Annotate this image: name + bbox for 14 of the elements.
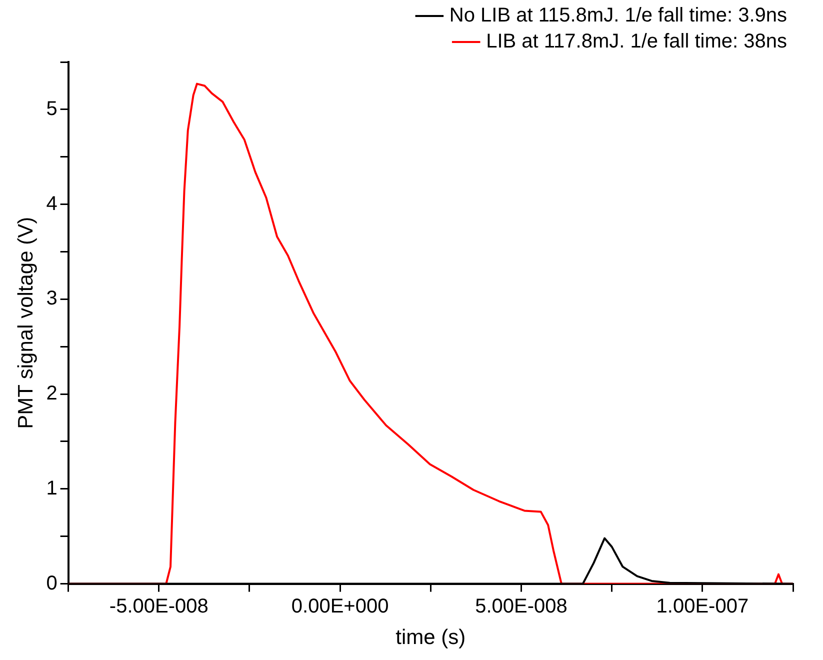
x-tick-label: 1.00E-007 [656,595,749,618]
y-tick-label: 0 [46,572,58,594]
y-tick-label: 5 [46,98,58,120]
y-tick-label: 2 [46,382,58,405]
x-tick-label: 0.00E+000 [291,595,389,618]
x-tick-label: 5.00E-008 [475,595,568,618]
y-tick-label: 4 [46,192,58,215]
x-tick-label: -5.00E-008 [109,595,208,618]
legend-label: LIB at 117.8mJ. 1/e fall time: 38ns [486,30,788,53]
x-axis-title: time (s) [396,626,466,650]
y-axis-title: PMT signal voltage (V) [14,216,38,429]
y-tick-label: 3 [46,288,58,310]
y-tick-label: 1 [46,477,58,500]
legend-label: No LIB at 115.8mJ. 1/e fall time: 3.9ns [449,4,787,27]
